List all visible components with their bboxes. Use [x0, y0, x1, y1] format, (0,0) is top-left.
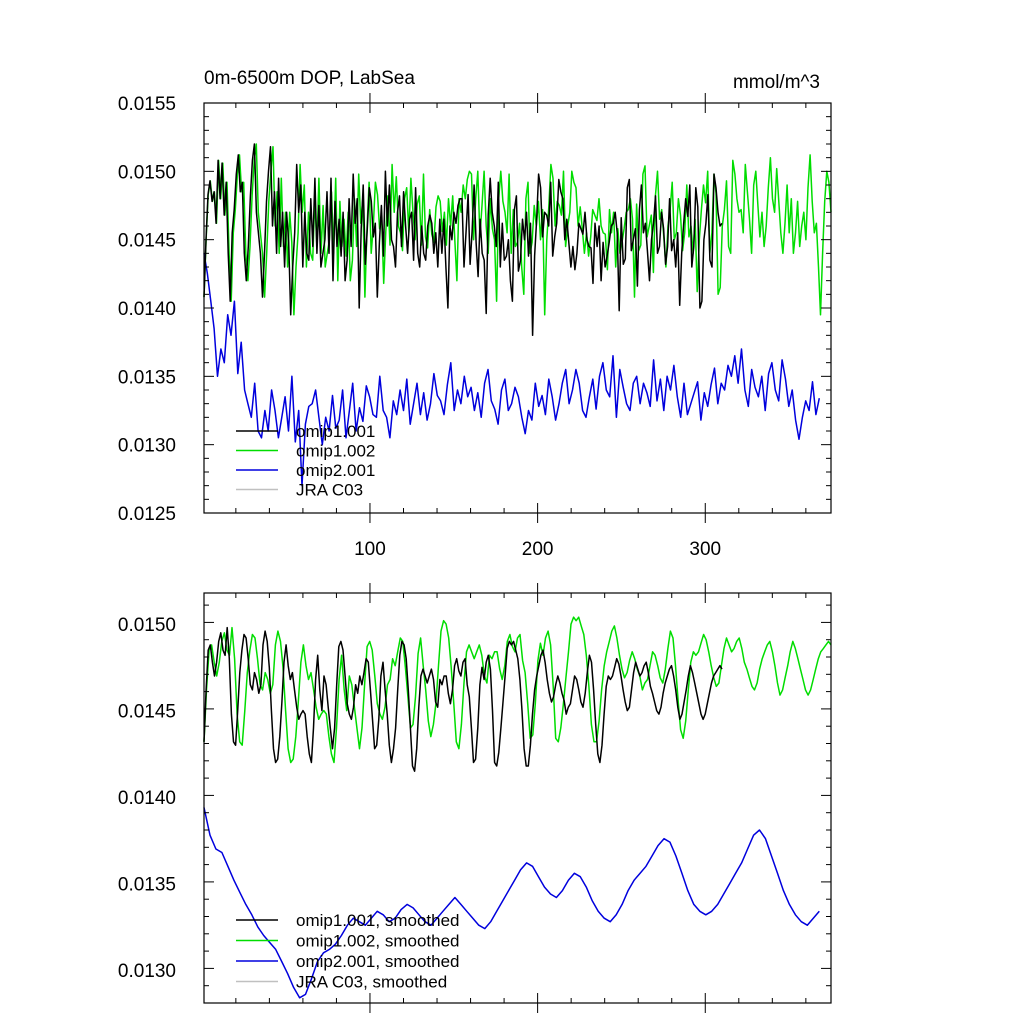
legend-label: JRA C03, smoothed	[296, 973, 447, 992]
legend-label: omip2.001	[296, 461, 375, 480]
top-panel-axes: 0.0125 0.0130 0.0135 0.0140 0.0145 0.0150 0.01…	[118, 93, 832, 560]
y-tick-label: 0.0150	[118, 615, 176, 636]
series-line-omip1-001-smoothed	[203, 626, 723, 772]
top-panel-title: 0m-6500m DOP, LabSea	[204, 68, 415, 89]
x-tick-label: 300	[689, 539, 721, 560]
y-tick-label: 0.0145	[118, 231, 176, 252]
legend-label: omip2.001, smoothed	[296, 952, 460, 971]
series-line-omip2-001-smoothed	[203, 807, 820, 999]
bottom-panel-legend: omip1.001, smoothed omip1.002, smoothedom…	[236, 911, 460, 992]
series-line-omip1-001	[203, 143, 723, 337]
x-tick-label: 200	[522, 539, 554, 560]
legend-label: omip1.002	[296, 442, 375, 461]
y-tick-label: 0.0140	[118, 788, 176, 809]
top-panel: 0m-6500m DOP, LabSea mmol/m^3 0.01250.01…	[118, 68, 832, 560]
plot-frame	[203, 592, 832, 1004]
y-tick-label: 0.0130	[118, 436, 176, 457]
y-tick-label: 0.0150	[118, 162, 176, 183]
y-tick-label: 0.0135	[118, 367, 176, 388]
series-line-omip1-002-smoothed	[203, 616, 832, 764]
x-tick-label: 100	[354, 539, 386, 560]
legend-label: omip1.001	[296, 422, 375, 441]
y-tick-label: 0.0135	[118, 875, 176, 896]
bottom-panel-series	[203, 616, 832, 999]
top-panel-units: mmol/m^3	[733, 72, 820, 93]
y-tick-label: 0.0140	[118, 299, 176, 320]
y-tick-label: 0.0125	[118, 504, 176, 525]
legend-label: omip1.002, smoothed	[296, 932, 460, 951]
y-tick-label: 0.0145	[118, 702, 176, 723]
y-tick-label: 0.0130	[118, 961, 176, 982]
legend-label: JRA C03	[296, 481, 363, 500]
legend-label: omip1.001, smoothed	[296, 911, 460, 930]
bottom-panel-axes: 0.0130 0.0135 0.0140 0.0145 0.0150	[118, 583, 832, 1013]
bottom-panel: 0.0130 0.0135 0.0140 0.0145 0.0150 omip1.001…	[118, 583, 832, 1013]
top-panel-series	[203, 143, 832, 487]
y-tick-label: 0.0155	[118, 94, 176, 115]
series-line-omip2-001	[203, 253, 821, 487]
